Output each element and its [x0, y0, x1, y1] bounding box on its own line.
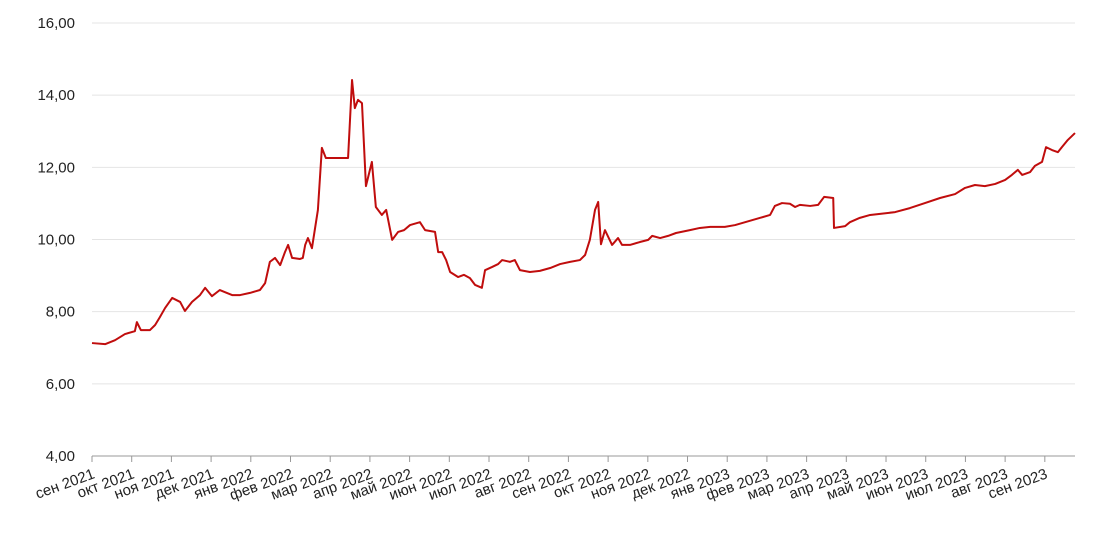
y-tick-label: 12,00: [37, 159, 75, 176]
y-tick-label: 6,00: [46, 376, 75, 393]
y-tick-label: 16,00: [37, 15, 75, 32]
y-tick-label: 4,00: [46, 448, 75, 465]
series-line: [91, 79, 1076, 346]
y-tick-label: 14,00: [37, 87, 75, 104]
y-tick-label: 10,00: [37, 232, 75, 249]
y-tick-label: 8,00: [46, 304, 75, 321]
